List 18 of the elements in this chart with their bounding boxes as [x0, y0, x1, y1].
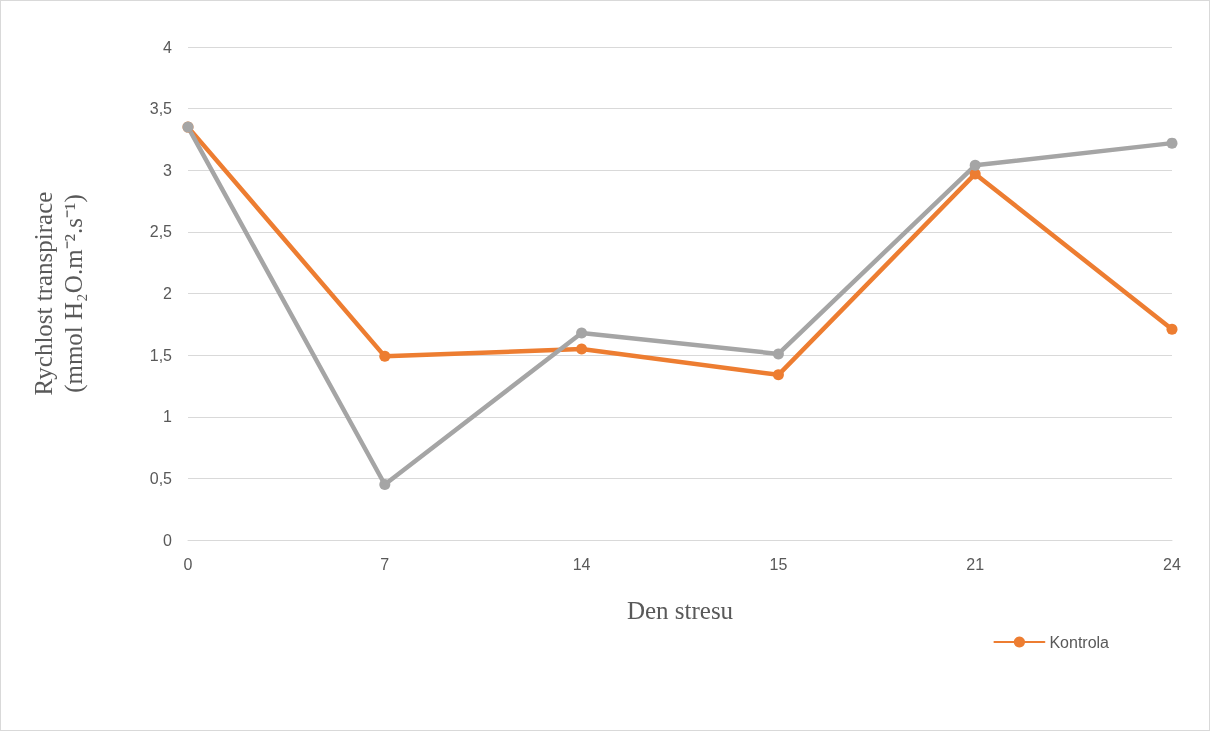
y-tick-label: 1 [163, 408, 173, 426]
x-tick-label: 14 [572, 555, 591, 573]
y-tick-label: 0,5 [149, 469, 173, 487]
x-tick-label: 24 [1163, 555, 1181, 573]
y-tick-label: 0 [163, 531, 173, 549]
y-tick-label: 2,5 [149, 223, 173, 241]
y-tick-label: 4 [163, 38, 173, 56]
x-tick-label: 15 [769, 555, 788, 573]
x-tick-label: 7 [380, 555, 390, 573]
y-tick-label: 1,5 [149, 346, 173, 364]
x-tick-label: 0 [183, 555, 193, 573]
y-tick-label: 3,5 [149, 100, 173, 118]
x-tick-label: 21 [966, 555, 985, 573]
legend-label: Kontrola [1049, 633, 1110, 651]
y-tick-label: 3 [163, 161, 173, 179]
x-axis-title: Den stresu [626, 597, 734, 624]
y-axis-title: Rychlost transpirace (mmol H₂O.m⁻².s⁻¹) [29, 191, 88, 396]
y-tick-label: 2 [163, 285, 173, 302]
